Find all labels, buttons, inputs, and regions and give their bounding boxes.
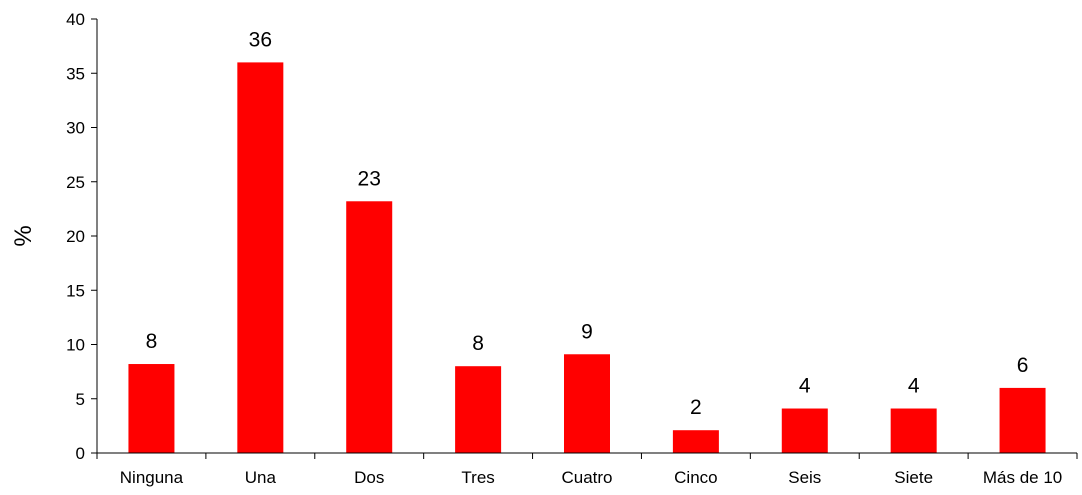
data-label: 8 bbox=[146, 330, 158, 353]
y-tick-label: 15 bbox=[66, 281, 85, 300]
y-tick-label: 30 bbox=[66, 119, 85, 138]
data-label: 8 bbox=[472, 332, 484, 355]
data-label: 9 bbox=[581, 320, 593, 343]
data-label: 2 bbox=[690, 396, 702, 419]
x-tick-label: Seis bbox=[788, 468, 821, 487]
bar bbox=[890, 408, 937, 453]
bar bbox=[672, 430, 719, 453]
y-axis: 0 5 10 15 20 25 30 35 40 bbox=[66, 10, 97, 463]
x-tick-label: Tres bbox=[461, 468, 494, 487]
y-tick-label: 0 bbox=[76, 444, 85, 463]
bar bbox=[999, 387, 1046, 453]
bar bbox=[237, 62, 284, 454]
data-label: 6 bbox=[1017, 354, 1029, 377]
y-tick-label: 20 bbox=[66, 227, 85, 246]
y-tick-label: 25 bbox=[66, 173, 85, 192]
data-label: 4 bbox=[908, 375, 920, 398]
y-axis-title: % bbox=[10, 225, 37, 246]
x-tick-label: Cuatro bbox=[561, 468, 612, 487]
x-tick-label: Cinco bbox=[674, 468, 717, 487]
bar bbox=[564, 354, 610, 453]
data-label: 23 bbox=[358, 167, 381, 190]
x-axis: Ninguna Una Dos Tres Cuatro Cinco Seis Siete Más… bbox=[96, 453, 1078, 487]
y-tick-label: 10 bbox=[66, 336, 85, 355]
x-tick-label: Más de 10 bbox=[983, 468, 1062, 487]
bar bbox=[781, 408, 828, 453]
y-tick-label: 40 bbox=[66, 10, 85, 29]
x-tick-label: Una bbox=[245, 468, 277, 487]
bar bbox=[128, 364, 175, 453]
bars: 8 36 23 8 9 2 4 4 6 bbox=[128, 28, 1046, 454]
x-tick-label: Ninguna bbox=[120, 468, 184, 487]
data-label: 4 bbox=[799, 375, 811, 398]
y-tick-label: 5 bbox=[76, 390, 85, 409]
x-tick-label: Siete bbox=[894, 468, 933, 487]
data-label: 36 bbox=[249, 28, 272, 51]
y-tick-label: 35 bbox=[66, 64, 85, 83]
x-tick-label: Dos bbox=[354, 468, 384, 487]
bar bbox=[455, 366, 502, 453]
bar bbox=[346, 201, 393, 453]
